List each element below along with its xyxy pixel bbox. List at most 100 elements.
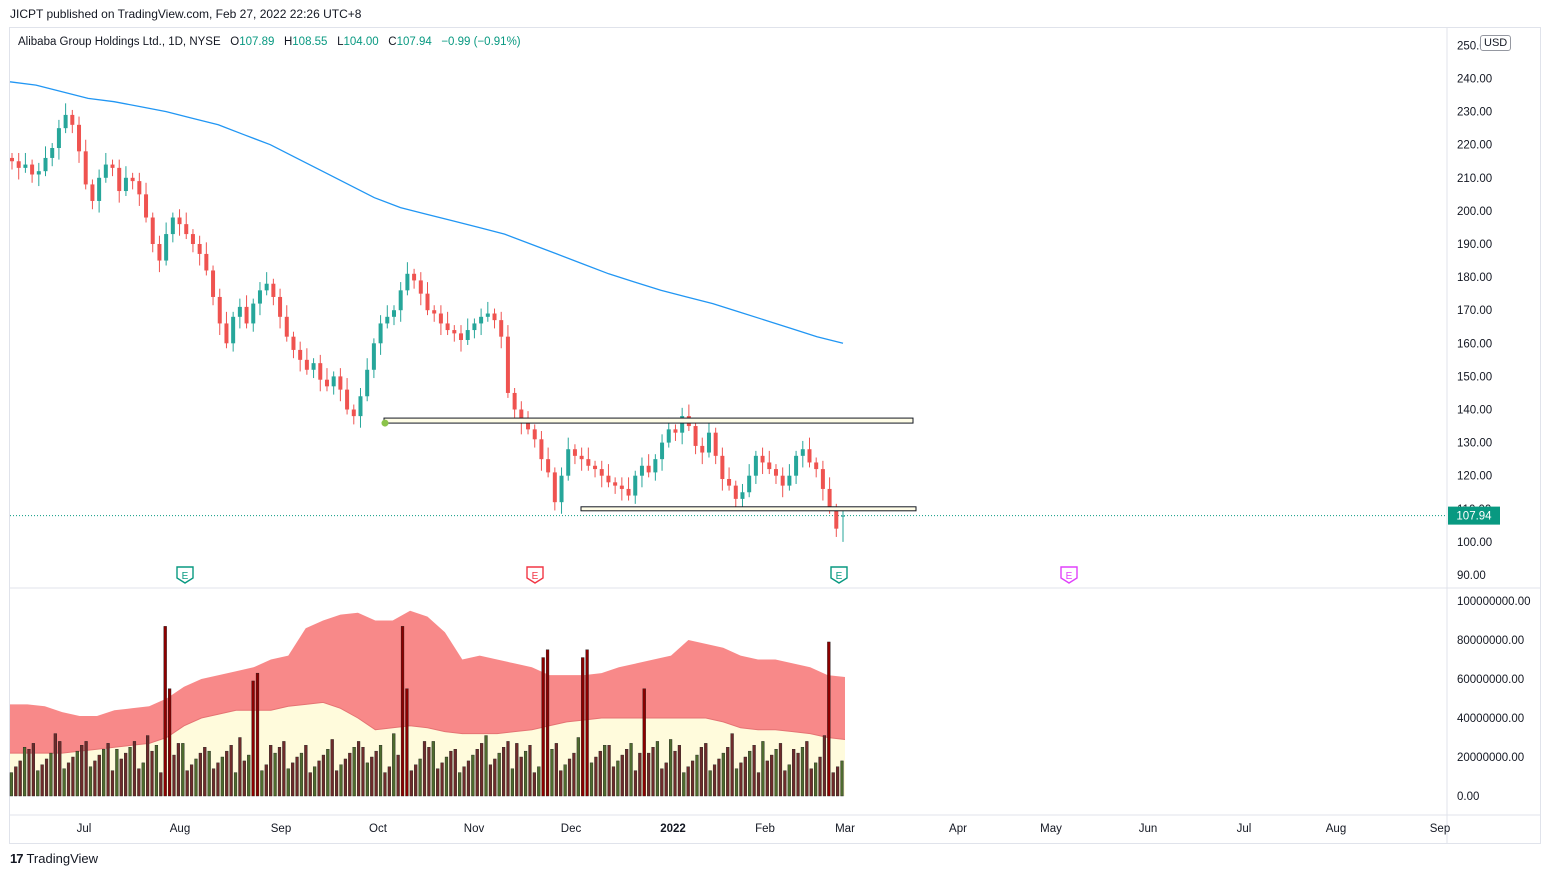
volume-bar bbox=[75, 750, 79, 797]
volume-bar bbox=[9, 772, 13, 797]
volume-bar bbox=[291, 762, 295, 797]
candle-body bbox=[593, 465, 598, 470]
time-tick-label: Feb bbox=[755, 823, 775, 835]
volume-bar bbox=[299, 752, 304, 797]
candle-body bbox=[546, 459, 551, 473]
volume-bar bbox=[629, 743, 633, 797]
volume-bar bbox=[383, 772, 387, 797]
candle-body bbox=[83, 151, 88, 185]
volume-bar bbox=[242, 760, 246, 797]
earnings-marker-letter: E bbox=[532, 571, 539, 582]
candle-body bbox=[485, 313, 490, 317]
volume-bar bbox=[273, 752, 277, 797]
candle-body bbox=[579, 455, 584, 460]
open-value: 107.89 bbox=[239, 36, 275, 48]
time-tick-label: May bbox=[1040, 823, 1062, 835]
candle-body bbox=[438, 313, 443, 324]
candle-body bbox=[391, 310, 396, 317]
candle-body bbox=[304, 359, 309, 370]
volume-bar bbox=[229, 745, 233, 797]
price-tick-label: 230.00 bbox=[1457, 107, 1492, 119]
candle-body bbox=[405, 273, 410, 291]
tradingview-logo-icon: 17 bbox=[10, 851, 24, 866]
candle-body bbox=[800, 449, 805, 456]
volume-bar bbox=[18, 760, 22, 797]
candle-body bbox=[130, 177, 135, 182]
volume-bar bbox=[172, 754, 176, 797]
candle-body bbox=[559, 475, 564, 503]
close-value: 107.94 bbox=[396, 36, 432, 48]
price-tick-label: 240.00 bbox=[1457, 74, 1492, 86]
candle-body bbox=[63, 114, 68, 129]
volume-bar bbox=[721, 752, 725, 797]
candle-body bbox=[834, 508, 839, 529]
volume-bar bbox=[374, 750, 378, 797]
candle-body bbox=[170, 217, 175, 235]
volume-bar bbox=[651, 747, 655, 797]
volume-bar bbox=[545, 649, 550, 797]
volume-bar bbox=[550, 749, 554, 797]
volume-bar bbox=[40, 764, 44, 797]
candle-body bbox=[666, 429, 671, 443]
earnings-marker-letter: E bbox=[1066, 571, 1073, 582]
volume-bar bbox=[787, 764, 791, 797]
volume-bar bbox=[690, 760, 695, 797]
open-label: O bbox=[230, 36, 240, 48]
time-tick-label: Apr bbox=[949, 823, 967, 835]
candle-body bbox=[539, 439, 544, 460]
resistance-level-box bbox=[383, 417, 914, 424]
candle-body bbox=[398, 290, 403, 311]
symbol-legend: Alibaba Group Holdings Ltd., 1D, NYSE O1… bbox=[18, 36, 521, 48]
candle-body bbox=[358, 396, 363, 417]
volume-bar bbox=[233, 772, 238, 797]
price-tick-label: 210.00 bbox=[1457, 173, 1492, 185]
currency-badge[interactable]: USD bbox=[1480, 35, 1512, 51]
candle-body bbox=[10, 157, 14, 162]
volume-bar bbox=[585, 649, 589, 797]
earnings-marker-letter: E bbox=[836, 571, 843, 582]
support-level-box bbox=[580, 506, 917, 512]
candle-body bbox=[331, 376, 336, 387]
time-tick-label: Aug bbox=[170, 823, 190, 835]
candle-body bbox=[311, 363, 316, 370]
candle-body bbox=[459, 333, 464, 340]
candle-body bbox=[23, 164, 28, 168]
candle-body bbox=[123, 177, 128, 192]
volume-bar bbox=[295, 756, 299, 797]
volume-bar bbox=[475, 749, 479, 797]
candle-body bbox=[505, 336, 510, 393]
time-tick-label: Oct bbox=[369, 823, 388, 835]
volume-bar bbox=[365, 762, 369, 797]
candle-body bbox=[499, 320, 504, 337]
volume-bar bbox=[752, 745, 756, 797]
volume-bar bbox=[22, 747, 27, 797]
candle-body bbox=[137, 181, 142, 195]
volume-bar bbox=[260, 770, 264, 797]
volume-bar bbox=[647, 752, 651, 797]
volume-bar bbox=[466, 760, 471, 797]
volume-bar bbox=[119, 758, 123, 797]
candle-body bbox=[820, 469, 825, 489]
volume-bar bbox=[506, 741, 510, 797]
candle-body bbox=[432, 310, 437, 314]
candle-body bbox=[747, 475, 752, 493]
candle-body bbox=[646, 465, 651, 473]
time-tick-label: Aug bbox=[1326, 823, 1346, 835]
volume-bar bbox=[31, 743, 35, 797]
volume-bar bbox=[163, 626, 167, 797]
candle-body bbox=[472, 323, 477, 331]
high-value: 108.55 bbox=[292, 36, 328, 48]
candle-body bbox=[271, 283, 276, 297]
volume-bar bbox=[669, 739, 673, 797]
candle-body bbox=[492, 313, 497, 321]
candle-body bbox=[70, 114, 75, 125]
volume-bar bbox=[796, 752, 800, 797]
candle-body bbox=[706, 432, 711, 453]
candle-body bbox=[445, 323, 450, 331]
candle-body bbox=[673, 429, 678, 433]
volume-bar bbox=[774, 749, 778, 797]
volume-bar bbox=[484, 735, 488, 797]
volume-bar bbox=[594, 756, 598, 797]
volume-bar bbox=[66, 762, 71, 797]
